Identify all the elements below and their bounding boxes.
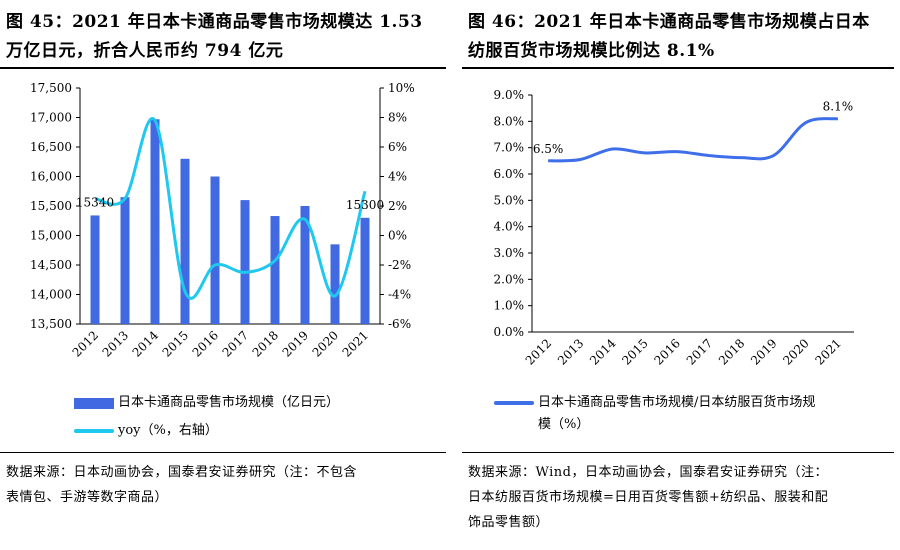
bar-data-label-2012: 15340: [76, 195, 114, 209]
right-source-line-1: 数据来源：Wind，日本动画协会，国泰君安证券研究（注：: [468, 465, 828, 480]
line-data-label-2012: 6.5%: [533, 142, 564, 156]
right-y-tick-label: 8%: [388, 111, 407, 125]
bar-2013: [120, 197, 130, 324]
left-y-tick-label: 16,500: [30, 140, 72, 154]
left-y-tick-label: 17,500: [30, 81, 72, 95]
x-tick-label: 2015: [619, 336, 650, 367]
bar-2016: [210, 176, 220, 324]
right-y-tick-label: 2%: [388, 199, 407, 213]
right-source-note: 数据来源：Wind，日本动画协会，国泰君安证券研究（注： 日本纺服百货市场规模=…: [468, 460, 828, 535]
y-tick-label: 4.0%: [494, 220, 525, 234]
right-y-tick-label: 10%: [388, 81, 415, 95]
left-y-tick-label: 13,500: [30, 317, 72, 331]
left-source-line-2: 表情包、手游等数字商品）: [6, 490, 169, 505]
bar-2018: [270, 216, 280, 324]
right-y-tick-label: -4%: [388, 288, 411, 302]
right-source-line-3: 饰品零售额）: [468, 515, 550, 530]
legend-ratio-label-line-2: 模（%）: [538, 417, 590, 432]
x-tick-label: 2017: [220, 328, 251, 359]
y-tick-label: 6.0%: [494, 167, 525, 181]
right-figure-panel: 图 46：2021 年日本卡通商品零售市场规模占日本 纺服百货市场规模比例达 8…: [462, 0, 900, 550]
right-title-line-2: 纺服百货市场规模比例达 8.1%: [468, 41, 715, 61]
y-tick-label: 5.0%: [494, 193, 525, 207]
legend-bar-label: 日本卡通商品零售市场规模（亿日元）: [118, 395, 340, 410]
y-tick-label: 0.0%: [494, 325, 525, 339]
left-y-tick-label: 17,000: [30, 111, 72, 125]
legend-ratio-swatch: [494, 401, 534, 405]
x-tick-label: 2012: [523, 336, 554, 367]
bar-2012: [90, 215, 100, 324]
x-tick-label: 2013: [555, 336, 586, 367]
y-tick-label: 8.0%: [494, 114, 525, 128]
left-y-tick-label: 14,000: [30, 288, 72, 302]
y-tick-label: 1.0%: [494, 299, 525, 313]
left-title-line-1: 图 45：2021 年日本卡通商品零售市场规模达 1.53: [6, 12, 423, 32]
right-title-rule: [462, 67, 894, 69]
right-y-tick-label: 6%: [388, 140, 407, 154]
bar-2021: [360, 217, 370, 324]
right-line-chart: 0.0% 1.0% 2.0% 3.0% 4.0% 5.0% 6.0% 7.0% 8.0% 9.0%…: [494, 88, 854, 368]
x-tick-label: 2016: [190, 328, 221, 359]
legend-yoy-label: yoy（%，右轴）: [118, 423, 218, 438]
left-y-tick-label: 16,000: [30, 170, 72, 184]
right-title-line-1: 图 46：2021 年日本卡通商品零售市场规模占日本: [468, 12, 870, 32]
x-tick-label: 2016: [652, 336, 683, 367]
left-figure-title: 图 45：2021 年日本卡通商品零售市场规模达 1.53 万亿日元，折合人民币…: [6, 8, 423, 66]
left-figure-panel: 图 45：2021 年日本卡通商品零售市场规模达 1.53 万亿日元，折合人民币…: [0, 8, 446, 510]
right-figure-title: 图 46：2021 年日本卡通商品零售市场规模占日本 纺服百货市场规模比例达 8…: [468, 8, 870, 66]
bar-2015: [180, 158, 190, 324]
x-tick-label: 2014: [130, 328, 162, 360]
legend-ratio-label-line-1: 日本卡通商品零售市场规模/日本纺服百货市场规: [538, 395, 816, 410]
right-y-tick-label: 0%: [388, 229, 407, 243]
right-y-tick-label: -6%: [388, 317, 411, 331]
right-source-line-2: 日本纺服百货市场规模=日用百货零售额+纺织品、服装和配: [468, 490, 829, 505]
bar-data-label-2021: 15300: [346, 198, 384, 212]
line-data-label-2021: 8.1%: [823, 100, 854, 114]
left-y-tick-label: 14,500: [30, 258, 72, 272]
right-y-tick-label: 4%: [388, 170, 407, 184]
left-source-line-1: 数据来源：日本动画协会，国泰君安证券研究（注：不包含: [6, 465, 358, 480]
x-tick-label: 2020: [780, 336, 811, 367]
x-tick-label: 2021: [340, 328, 371, 359]
legend-yoy-swatch: [74, 429, 114, 433]
left-source-note: 数据来源：日本动画协会，国泰君安证券研究（注：不包含 表情包、手游等数字商品）: [6, 460, 357, 510]
left-title-line-2: 万亿日元，折合人民币约 794 亿元: [6, 41, 284, 61]
y-tick-label: 3.0%: [494, 246, 525, 260]
y-tick-label: 2.0%: [494, 272, 525, 286]
x-tick-label: 2021: [813, 336, 844, 367]
x-tick-label: 2019: [280, 328, 311, 359]
x-tick-label: 2012: [70, 328, 101, 359]
left-title-rule: [0, 67, 446, 69]
bar-2017: [240, 200, 250, 324]
bar-2020: [330, 244, 340, 324]
left-source-rule: [0, 452, 446, 453]
right-y-tick-label: -2%: [388, 258, 411, 272]
y-tick-label: 7.0%: [494, 141, 525, 155]
left-y-tick-label: 15,000: [30, 229, 72, 243]
x-tick-label: 2019: [748, 336, 779, 367]
legend-bar-swatch: [74, 398, 114, 409]
left-bar-line-chart: 13,500 14,000 14,500 15,000 15,500 16,000 16,5…: [30, 81, 415, 360]
x-tick-label: 2017: [684, 336, 715, 367]
yoy-line: [94, 116, 367, 300]
x-tick-label: 2018: [250, 328, 281, 359]
x-tick-label: 2013: [100, 328, 131, 359]
x-tick-label: 2014: [587, 336, 619, 368]
bar-2014: [150, 119, 160, 324]
x-tick-label: 2018: [716, 336, 747, 367]
left-y-tick-label: 15,500: [30, 199, 72, 213]
x-tick-label: 2020: [310, 328, 341, 359]
x-tick-label: 2015: [160, 328, 191, 359]
right-source-rule: [462, 452, 894, 453]
ratio-line: [548, 117, 839, 163]
y-tick-label: 9.0%: [494, 88, 525, 102]
bar-2019: [300, 206, 310, 324]
